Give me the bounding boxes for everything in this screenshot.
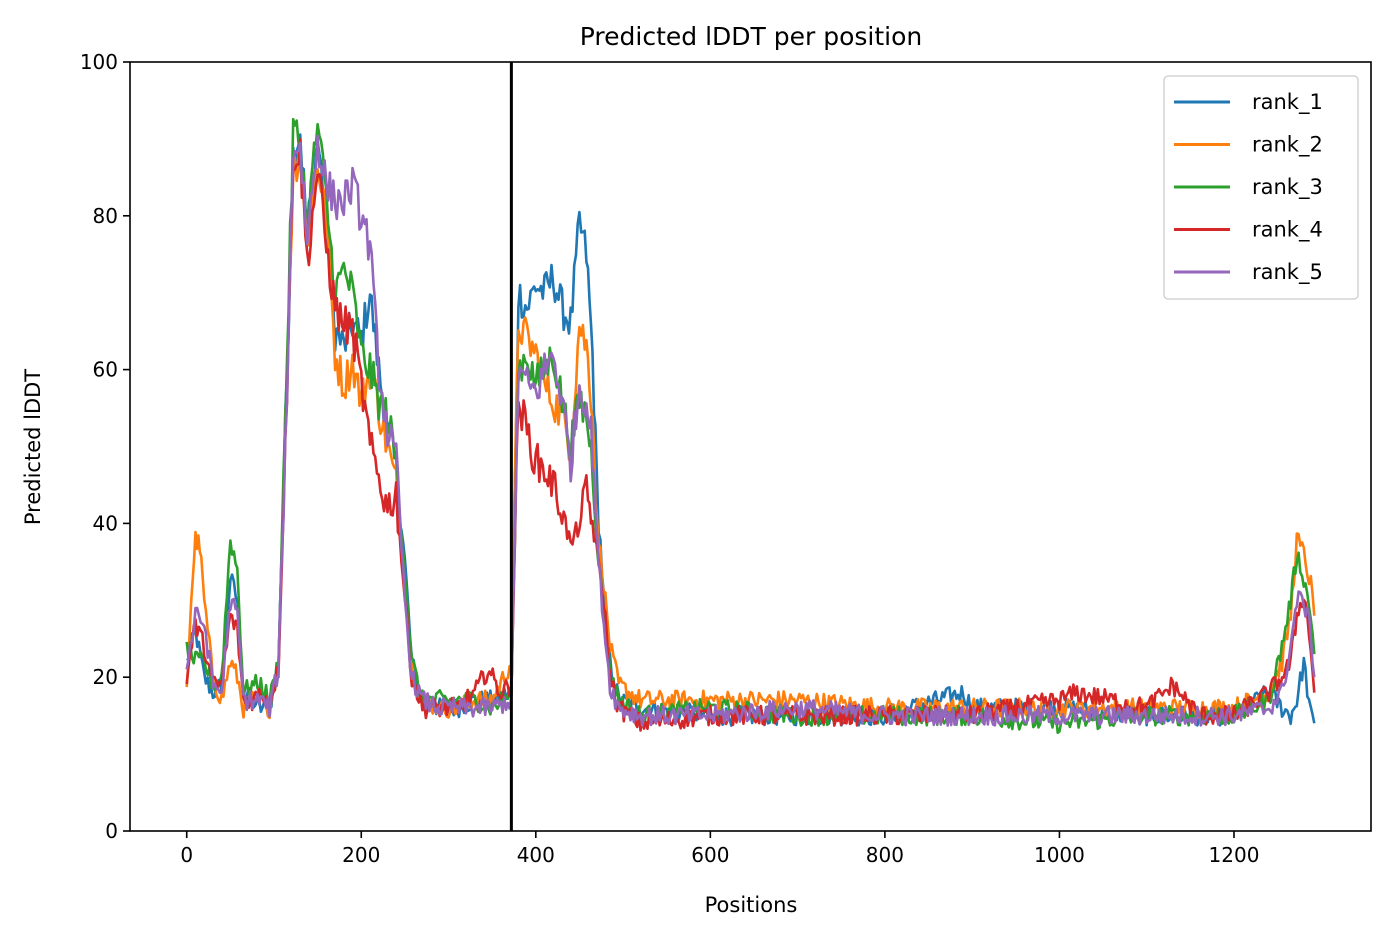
plot-frame <box>129 61 1372 832</box>
x-tick-label: 0 <box>180 843 193 867</box>
legend-label: rank_5 <box>1252 260 1323 285</box>
legend-label: rank_4 <box>1252 218 1323 243</box>
y-tick-label: 60 <box>93 358 118 382</box>
legend-box <box>1163 75 1359 300</box>
x-tick-label: 600 <box>691 843 729 867</box>
series-line-rank-4 <box>185 138 1316 732</box>
y-tick-label: 0 <box>105 819 118 843</box>
x-tick-label: 1200 <box>1209 843 1260 867</box>
legend-label: rank_3 <box>1252 175 1323 200</box>
x-tick-label: 800 <box>866 843 904 867</box>
plot-lines <box>185 117 1316 735</box>
x-tick-label: 200 <box>342 843 380 867</box>
legend-label: rank_2 <box>1252 133 1323 158</box>
series-line-rank-5 <box>185 134 1316 727</box>
y-tick-label: 40 <box>93 511 118 535</box>
x-tick-label: 400 <box>517 843 555 867</box>
chart-title: Predicted lDDT per position <box>580 22 922 51</box>
y-tick-label: 100 <box>80 50 118 74</box>
legend-label: rank_1 <box>1252 90 1323 115</box>
y-axis-title: Predicted lDDT <box>21 369 45 525</box>
y-tick-label: 80 <box>93 204 118 228</box>
x-tick-label: 1000 <box>1034 843 1085 867</box>
x-axis-ticks: 0 200 400 600 800 1000 1200 <box>180 831 1259 867</box>
legend: rank_1 rank_2 rank_3 rank_4 rank_5 <box>1163 75 1359 300</box>
x-axis-title: Positions <box>705 893 798 917</box>
y-tick-label: 20 <box>93 665 118 689</box>
y-axis-ticks: 0 20 40 60 80 100 <box>80 50 130 843</box>
